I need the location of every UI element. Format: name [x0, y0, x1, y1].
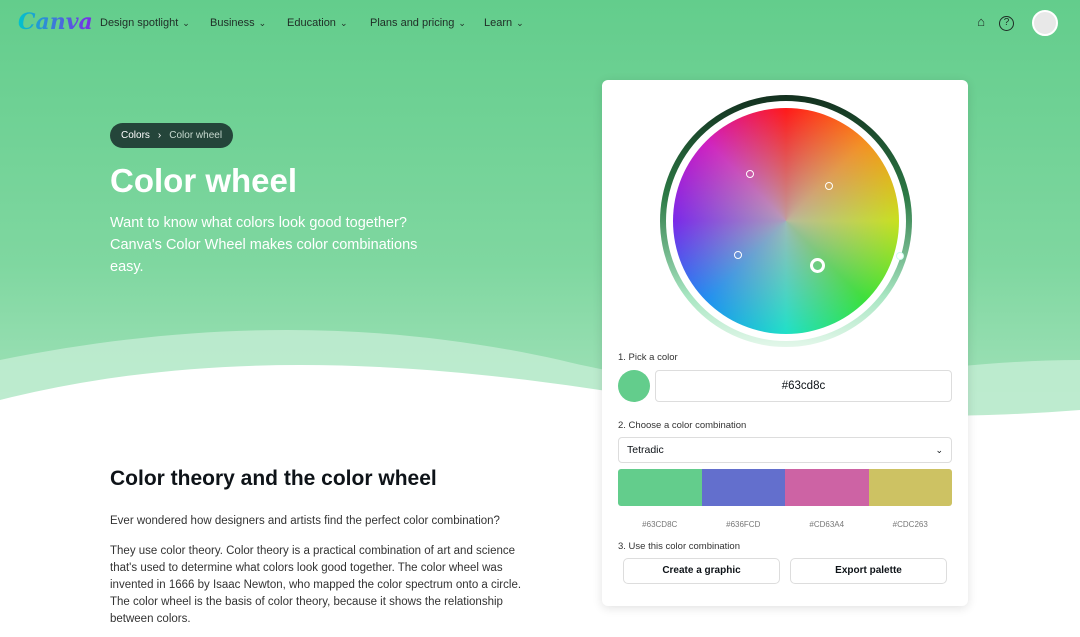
nav-label: Design spotlight [100, 17, 179, 29]
nav-design-spotlight[interactable]: Design spotlight ⌄ [100, 17, 190, 29]
nav-label: Business [210, 17, 255, 29]
chevron-down-icon: ⌄ [935, 445, 943, 455]
paragraph: Ever wondered how designers and artists … [110, 515, 500, 527]
combination-select[interactable]: Tetradic ⌄ [618, 437, 952, 463]
chevron-down-icon: ⌄ [458, 18, 466, 28]
avatar[interactable] [1032, 10, 1058, 36]
palette-codes: #63CD8C #636FCD #CD63A4 #CDC263 [618, 520, 952, 529]
color-handle[interactable] [734, 251, 742, 259]
chevron-down-icon: ⌄ [258, 18, 267, 28]
chevron-down-icon: ⌄ [182, 18, 190, 28]
palette-code: #CD63A4 [809, 520, 845, 529]
breadcrumb: Colors › Color wheel [110, 123, 234, 148]
palette-swatch[interactable] [785, 469, 869, 506]
palette-code: #63CD8C [642, 520, 678, 529]
breadcrumb-colors[interactable]: Colors [121, 130, 150, 141]
hero-lead: Want to know what colors look good toget… [110, 215, 418, 275]
step1-label: 1. Pick a color [618, 352, 678, 363]
color-handle[interactable] [825, 182, 833, 190]
nav-education[interactable]: Education ⌄ [287, 17, 347, 29]
nav-label: Learn [484, 17, 513, 29]
breadcrumb-current: Color wheel [169, 130, 223, 141]
nav-plans-pricing[interactable]: Plans and pricing ⌄ [370, 17, 466, 29]
palette-swatch[interactable] [618, 469, 702, 506]
nav-business[interactable]: Business ⌄ [210, 17, 266, 29]
nav-label: Education [287, 17, 336, 29]
canva-logo[interactable]: Canva [18, 9, 93, 35]
color-wheel[interactable] [673, 108, 899, 334]
color-wheel-tool: 1. Pick a color #63cd8c 2. Choose a colo… [602, 80, 968, 606]
brightness-ring[interactable] [660, 95, 912, 347]
palette-code: #636FCD [726, 520, 761, 529]
export-palette-button[interactable]: Export palette [790, 558, 947, 584]
brightness-handle[interactable] [896, 252, 904, 260]
color-handle[interactable] [746, 170, 754, 178]
help-icon[interactable]: ? [999, 16, 1014, 31]
chevron-down-icon: ⌄ [516, 18, 524, 28]
create-graphic-button[interactable]: Create a graphic [623, 558, 780, 584]
hex-input[interactable]: #63cd8c [655, 370, 952, 402]
page-title: Color wheel [110, 162, 298, 199]
nav-label: Plans and pricing [370, 17, 455, 29]
palette [618, 469, 952, 506]
palette-code: #CDC263 [892, 520, 928, 529]
primary-color-handle[interactable] [810, 258, 825, 273]
step3-label: 3. Use this color combination [618, 541, 740, 552]
selected-color-swatch[interactable] [618, 370, 650, 402]
step2-label: 2. Choose a color combination [618, 420, 747, 431]
paragraph: They use color theory. Color theory is a… [110, 545, 522, 625]
palette-swatch[interactable] [701, 469, 785, 506]
palette-swatch[interactable] [868, 469, 952, 506]
top-nav: Canva Design spotlight ⌄ Business ⌄ Educat… [0, 0, 1080, 48]
nav-learn[interactable]: Learn ⌄ [484, 17, 524, 29]
section-heading: Color theory and the color wheel [110, 467, 437, 490]
combination-value: Tetradic [627, 444, 664, 456]
chevron-down-icon: ⌄ [339, 18, 348, 28]
chevron-right-icon: › [157, 130, 162, 141]
home-icon[interactable]: ⌂ [977, 14, 985, 29]
